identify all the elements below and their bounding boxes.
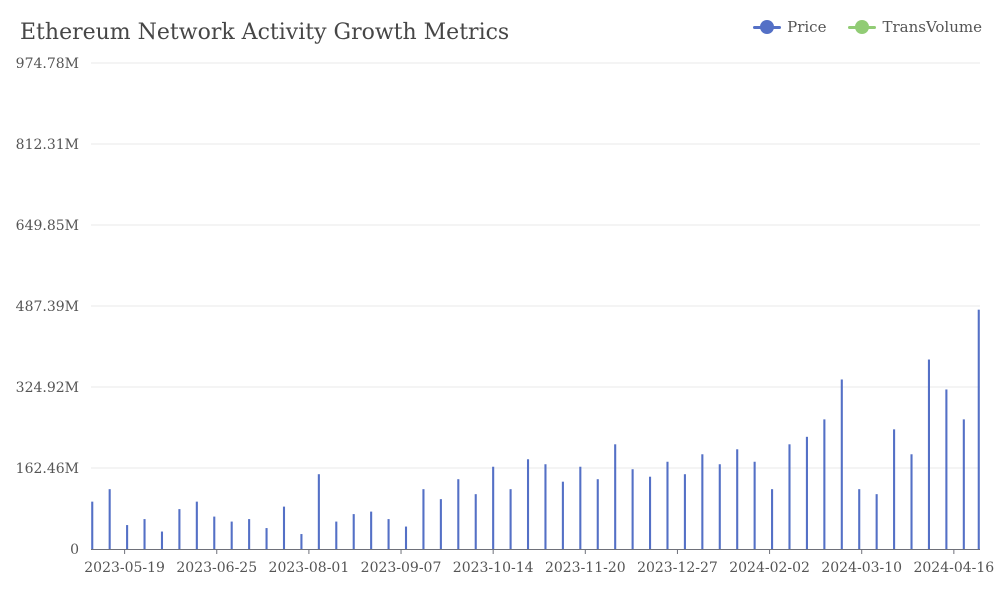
- legend-label-price: Price: [787, 18, 827, 36]
- grid-lines: [91, 62, 980, 469]
- x-tick-label: 2023-12-27: [637, 560, 718, 576]
- bar[interactable]: [614, 444, 617, 549]
- bar[interactable]: [160, 531, 164, 549]
- bar[interactable]: [736, 449, 739, 549]
- bar[interactable]: [352, 514, 355, 549]
- bar[interactable]: [178, 509, 181, 549]
- bar[interactable]: [805, 436, 808, 549]
- bar[interactable]: [962, 419, 965, 549]
- bar[interactable]: [248, 519, 251, 549]
- bar[interactable]: [631, 469, 634, 549]
- legend-swatch-transvolume: [848, 20, 877, 34]
- legend-swatch-price: [753, 20, 782, 34]
- bar[interactable]: [230, 521, 233, 549]
- bar[interactable]: [265, 528, 268, 549]
- bar[interactable]: [666, 461, 669, 549]
- bar[interactable]: [596, 479, 599, 549]
- x-tick-label: 2023-10-14: [453, 560, 534, 576]
- bar[interactable]: [108, 489, 111, 549]
- bar[interactable]: [649, 476, 652, 549]
- bar[interactable]: [858, 489, 861, 549]
- y-tick-label: 0: [70, 542, 79, 558]
- bar[interactable]: [143, 519, 146, 549]
- x-axis: 2023-05-19 2023-06-25 2023-08-01 2023-09-07…: [84, 549, 994, 576]
- x-tick-label: 2023-11-20: [545, 560, 626, 576]
- bar[interactable]: [910, 454, 913, 549]
- bar[interactable]: [823, 419, 826, 549]
- x-tick-label: 2023-05-19: [84, 560, 165, 576]
- bar[interactable]: [579, 466, 582, 549]
- x-tick-label: 2024-02-02: [729, 560, 810, 576]
- y-tick-label: 812.31M: [16, 137, 79, 153]
- bar[interactable]: [404, 526, 408, 549]
- x-tick-label: 2023-08-01: [269, 560, 350, 576]
- chart-title: Ethereum Network Activity Growth Metrics: [20, 20, 510, 45]
- bar[interactable]: [509, 489, 512, 549]
- x-tick-label: 2023-06-25: [176, 560, 257, 576]
- y-tick-label: 324.92M: [16, 380, 79, 396]
- bars: [91, 309, 980, 549]
- bar[interactable]: [927, 359, 930, 549]
- legend: Price TransVolume: [753, 18, 982, 36]
- bar[interactable]: [771, 489, 774, 549]
- bar[interactable]: [387, 519, 390, 549]
- bar[interactable]: [282, 506, 286, 549]
- legend-item-price[interactable]: Price: [753, 18, 826, 36]
- bar[interactable]: [788, 444, 791, 549]
- legend-swatch-transvolume-dot: [855, 20, 870, 34]
- bar[interactable]: [370, 511, 373, 549]
- bar[interactable]: [875, 494, 878, 549]
- bar[interactable]: [439, 499, 442, 549]
- x-tick-label: 2023-09-07: [361, 560, 442, 576]
- bar[interactable]: [492, 466, 495, 549]
- bar[interactable]: [701, 454, 704, 549]
- bar[interactable]: [753, 461, 756, 549]
- bar[interactable]: [457, 479, 460, 549]
- y-tick-label: 649.85M: [16, 218, 79, 234]
- x-tick-label: 2024-03-10: [821, 560, 902, 576]
- legend-item-transvolume[interactable]: TransVolume: [848, 18, 982, 36]
- bar[interactable]: [893, 429, 896, 549]
- bar[interactable]: [300, 534, 303, 549]
- legend-swatch-price-dot: [760, 20, 775, 34]
- bar[interactable]: [91, 501, 94, 549]
- bar[interactable]: [683, 474, 686, 549]
- bar[interactable]: [317, 474, 320, 549]
- bar[interactable]: [945, 389, 948, 549]
- x-tick-label: 2024-04-16: [913, 560, 994, 576]
- y-tick-label: 974.78M: [16, 56, 79, 72]
- bar[interactable]: [422, 489, 425, 549]
- bar[interactable]: [977, 309, 980, 549]
- bar[interactable]: [474, 494, 477, 549]
- bar[interactable]: [213, 516, 216, 549]
- bar[interactable]: [718, 464, 721, 549]
- y-tick-label: 487.39M: [16, 299, 79, 315]
- bar[interactable]: [561, 481, 564, 549]
- y-axis: 0 162.46M 324.92M 487.39M 649.85M 812.31M 974.…: [16, 56, 79, 558]
- bar[interactable]: [840, 379, 843, 549]
- bar[interactable]: [195, 501, 198, 549]
- bar[interactable]: [126, 525, 129, 549]
- bar[interactable]: [335, 521, 338, 549]
- bar[interactable]: [544, 464, 547, 549]
- y-tick-label: 162.46M: [16, 461, 79, 477]
- bar[interactable]: [526, 459, 530, 549]
- legend-label-transvolume: TransVolume: [882, 18, 982, 36]
